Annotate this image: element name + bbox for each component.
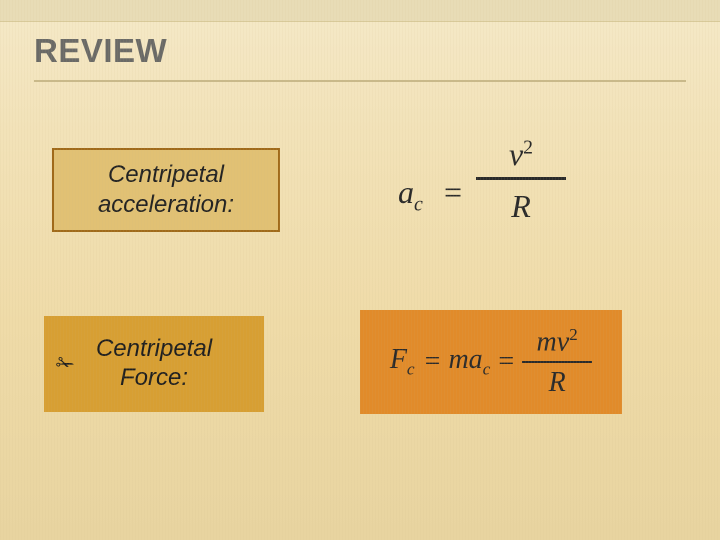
box1-line1: Centripetal: [108, 161, 224, 188]
box2-line1: Centripetal: [96, 335, 212, 362]
acceleration-formula: ac = v2 R: [398, 136, 598, 246]
title-underline: [34, 80, 686, 82]
slide-title: REVIEW: [34, 32, 686, 70]
formula2-m1: m: [448, 344, 468, 375]
formula2-mac: mac: [448, 344, 490, 380]
box1-line2: acceleration:: [98, 191, 234, 218]
formula2-numerator: mv2: [531, 325, 584, 360]
formula2-F-sub: c: [407, 360, 415, 379]
formula2-Fc: Fc: [390, 344, 415, 380]
formula1-denominator: R: [476, 186, 566, 225]
title-area: REVIEW: [0, 22, 720, 88]
bullet-icon: ✁: [56, 351, 74, 377]
formula2-eq2: =: [490, 346, 522, 378]
centripetal-acceleration-box: Centripetal acceleration:: [52, 148, 280, 232]
formula1-ac: ac: [398, 174, 423, 216]
box1-text: Centripetal acceleration:: [98, 160, 234, 220]
formula1-numerator: v2: [476, 136, 566, 175]
formula2-v-exp: 2: [569, 325, 578, 344]
formula1-v: v: [509, 136, 523, 172]
formula1-eq: =: [444, 174, 462, 211]
formula1-bar: [476, 177, 566, 180]
formula2-F: F: [390, 344, 407, 375]
formula2-a-sub: c: [483, 360, 491, 379]
centripetal-force-box: ✁ Centripetal Force:: [44, 316, 264, 412]
box2-line2: Force:: [120, 364, 188, 391]
formula2-denominator: R: [549, 363, 566, 399]
formula1-a: a: [398, 174, 414, 210]
box2-text: Centripetal Force:: [96, 335, 212, 393]
formula2-m2: m: [537, 327, 557, 358]
force-formula: Fc = mac = mv2 R: [360, 310, 622, 414]
formula1-a-sub: c: [414, 193, 423, 215]
formula2-v: v: [557, 327, 569, 358]
formula2-a: a: [469, 344, 483, 375]
top-bar: [0, 0, 720, 22]
formula2-eq1: =: [417, 346, 449, 378]
formula1-v-exp: 2: [523, 136, 533, 158]
formula2-fraction: mv2 R: [522, 325, 592, 398]
formula1-fraction: v2 R: [476, 136, 566, 225]
